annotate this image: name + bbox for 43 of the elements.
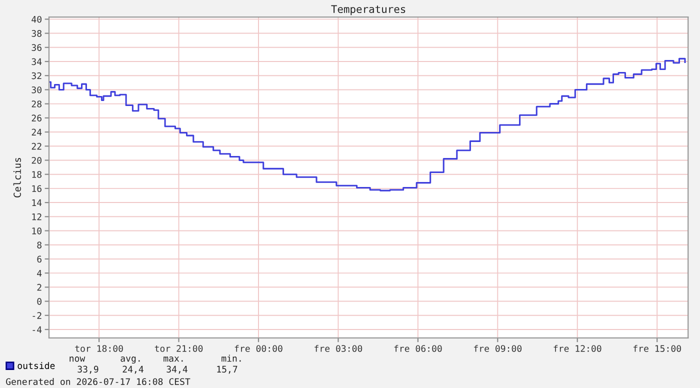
y-tick-label: 28 — [32, 100, 42, 108]
y-tick-label: 10 — [32, 228, 42, 234]
y-tick-label: 32 — [32, 72, 42, 80]
y-tick-label: 34 — [32, 58, 42, 66]
y-tick-label: 6 — [37, 256, 42, 263]
text: avg. — [120, 356, 140, 364]
text: 34,4 — [166, 366, 188, 374]
x-tick-label: fre 15:00 — [634, 344, 681, 352]
text: Generated on 2026-07-17 16:08 CEST — [6, 378, 190, 386]
y-tick-label: 16 — [32, 185, 42, 192]
y-axis-title: Celcius — [13, 158, 21, 198]
y-tick-label: 8 — [37, 242, 42, 248]
y-tick-label: 2 — [37, 284, 42, 291]
y-tick-label: 30 — [32, 86, 42, 94]
y-tick-label: 36 — [32, 44, 42, 51]
x-tick-label: fre 12:00 — [554, 344, 602, 352]
x-tick-label: tor 21:00 — [154, 345, 203, 352]
y-tick-label: 24 — [32, 128, 42, 136]
legend-label: outside — [18, 362, 55, 370]
text: min. — [222, 354, 241, 362]
text: max. — [164, 356, 183, 362]
y-tick-label: 12 — [32, 213, 42, 220]
x-tick-label: fre 00:00 — [234, 344, 282, 352]
text: 15,7 — [217, 366, 238, 374]
x-tick-label: tor 18:00 — [75, 345, 123, 352]
y-tick-label: 14 — [32, 199, 42, 206]
text: now — [70, 356, 86, 362]
y-tick-label: 22 — [32, 142, 42, 150]
text: 24,4 — [122, 366, 144, 374]
y-tick-label: 4 — [37, 270, 42, 277]
x-tick-label: fre 06:00 — [394, 344, 442, 352]
y-tick-label: -2 — [32, 312, 42, 319]
y-tick-label: 0 — [37, 298, 42, 305]
chart-title: Temperatures — [331, 5, 406, 16]
y-tick-label: 38 — [32, 30, 42, 37]
y-tick-label: 26 — [32, 114, 42, 122]
text: 33,9 — [78, 366, 98, 374]
y-tick-label: -4 — [32, 326, 42, 333]
y-tick-label: 18 — [32, 171, 42, 178]
y-tick-label: 40 — [32, 16, 42, 23]
x-tick-label: fre 09:00 — [474, 344, 522, 352]
y-tick-label: 20 — [32, 156, 42, 164]
x-tick-label: fre 03:00 — [314, 344, 362, 352]
